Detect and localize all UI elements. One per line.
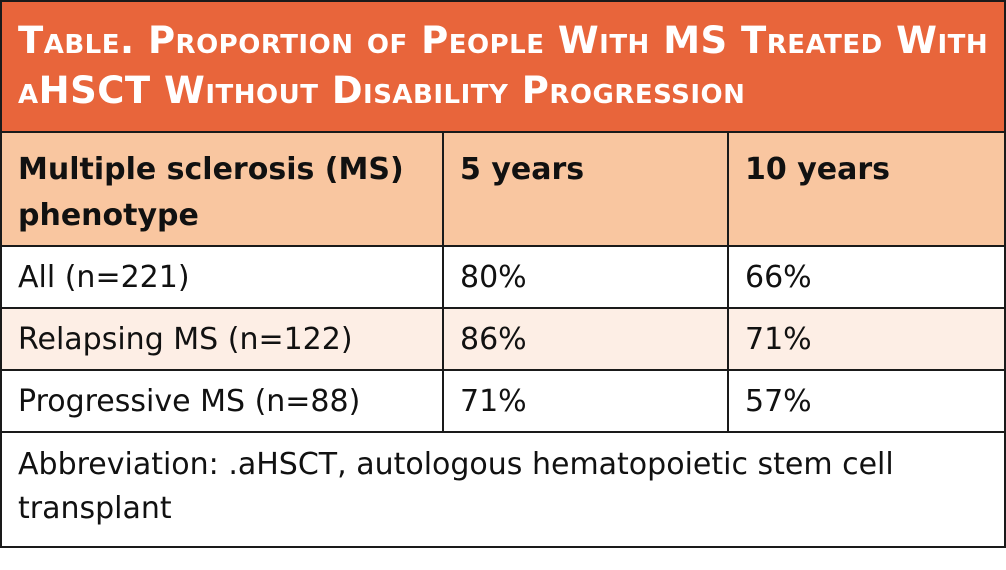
column-header-10-years: 10 years bbox=[745, 152, 890, 187]
phenotype-cell: Progressive MS (n=88) bbox=[2, 371, 444, 431]
data-table: Table. Proportion of People With MS Trea… bbox=[0, 0, 1006, 548]
table-row: Relapsing MS (n=122) 86% 71% bbox=[2, 309, 1004, 371]
ten-year-cell: 57% bbox=[745, 383, 812, 419]
five-year-cell: 80% bbox=[444, 247, 729, 307]
ten-year-cell: 66% bbox=[745, 259, 812, 295]
table-title: Table. Proportion of People With MS Trea… bbox=[2, 2, 1004, 133]
table-footnote: Abbreviation: .aHSCT, autologous hematop… bbox=[18, 447, 894, 526]
five-year-cell: 71% bbox=[444, 371, 729, 431]
table-row: All (n=221) 80% 66% bbox=[2, 247, 1004, 309]
ten-year-cell: 71% bbox=[745, 321, 812, 357]
column-header-phenotype: Multiple sclerosis (MS) phenotype bbox=[2, 133, 444, 245]
column-header-5-years: 5 years bbox=[444, 133, 729, 245]
table-row: Progressive MS (n=88) 71% 57% bbox=[2, 371, 1004, 433]
header-row: Multiple sclerosis (MS) phenotype 5 year… bbox=[2, 133, 1004, 247]
phenotype-cell: Relapsing MS (n=122) bbox=[2, 309, 444, 369]
phenotype-cell: All (n=221) bbox=[2, 247, 444, 307]
five-year-cell: 86% bbox=[444, 309, 729, 369]
